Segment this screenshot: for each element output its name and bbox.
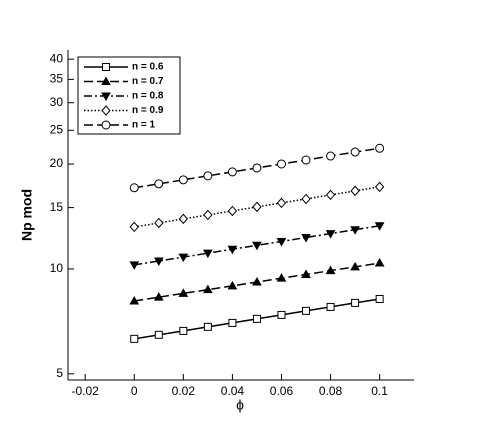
legend-label: n = 1 [132,120,156,131]
x-tick-label: -0.02 [71,384,99,398]
y-tick-label: 30 [50,95,64,109]
x-tick-label: 0.1 [371,384,388,398]
y-axis-label: Np mod [19,189,35,241]
marker [228,318,237,327]
marker [325,265,336,275]
marker [154,330,163,339]
marker [101,76,111,85]
marker [129,296,140,305]
marker [203,322,212,331]
x-tick-label: 0.06 [270,384,294,398]
marker [252,277,262,286]
marker [153,257,164,266]
y-tick-label: 5 [56,366,63,380]
marker [203,249,213,259]
marker [129,221,139,233]
marker [153,292,164,301]
marker [276,237,287,247]
marker [203,171,213,181]
x-tick-label: 0.02 [172,384,196,398]
y-tick-label: 35 [50,72,64,86]
marker [301,193,311,205]
y-tick-label: 10 [50,261,64,275]
x-tick-label: 0.08 [319,384,343,398]
marker [350,226,360,235]
marker [130,334,139,343]
marker [375,143,385,153]
marker [374,257,385,267]
marker [350,261,360,271]
y-tick-label: 25 [50,122,64,136]
marker [301,233,311,243]
marker [374,222,385,231]
marker [276,159,286,169]
marker [326,302,335,311]
y-tick-label: 15 [50,200,64,214]
marker [101,105,111,116]
marker [276,273,287,282]
marker [301,269,311,278]
x-tick-label: 0 [131,384,138,398]
y-tick-label: 20 [50,156,64,170]
series-line [134,186,380,228]
legend-label: n = 0.7 [132,76,164,87]
x-axis-label: ϕ [236,397,244,413]
marker [154,217,164,229]
marker [102,63,110,71]
marker [203,209,213,221]
marker [203,284,213,294]
legend-box [77,56,181,135]
marker [374,181,385,193]
marker [252,163,262,173]
marker [129,183,139,193]
marker [252,241,262,251]
marker [326,151,336,161]
marker [178,288,189,297]
marker [350,147,360,157]
marker [375,294,384,303]
marker [227,205,238,217]
marker [154,179,164,189]
marker [277,310,286,319]
marker [325,230,336,239]
marker [227,280,238,290]
legend-label: n = 0.6 [132,62,164,73]
marker [179,326,188,335]
y-tick-label: 40 [50,51,64,65]
marker [302,306,311,315]
marker [101,92,111,102]
marker [227,167,237,177]
marker [178,213,189,225]
marker [129,261,140,270]
marker [178,175,188,185]
marker [252,201,262,213]
marker [227,245,238,255]
marker [276,197,287,209]
x-tick-label: 0.04 [221,384,245,398]
marker [351,298,360,307]
legend-label: n = 0.9 [132,105,164,116]
marker [350,185,360,197]
marker [101,120,111,130]
marker [252,314,261,323]
legend-label: n = 0.8 [132,91,164,102]
marker [301,155,311,165]
marker [178,253,189,263]
marker [325,189,336,201]
